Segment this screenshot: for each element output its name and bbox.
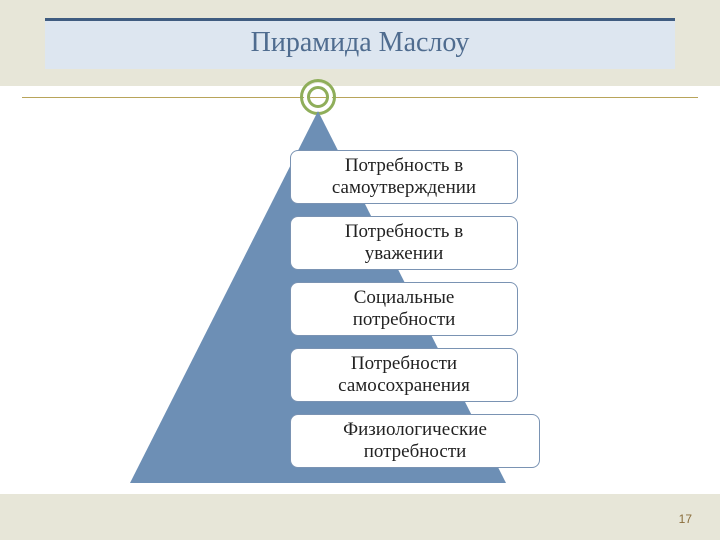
bg-bottom-band xyxy=(0,494,720,540)
page-number: 17 xyxy=(679,512,692,526)
need-box: Потребности самосохранения xyxy=(290,348,518,402)
slide: Пирамида Маслоу Потребность в самоутверж… xyxy=(0,0,720,540)
divider-line xyxy=(22,97,698,98)
need-box: Потребность в самоутверждении xyxy=(290,150,518,204)
title-box: Пирамида Маслоу xyxy=(45,18,675,69)
need-box: Потребность в уважении xyxy=(290,216,518,270)
ring-ornament-inner xyxy=(307,86,329,108)
slide-title: Пирамида Маслоу xyxy=(45,27,675,59)
need-box: Физиологические потребности xyxy=(290,414,540,468)
need-box: Социальные потребности xyxy=(290,282,518,336)
needs-list: Потребность в самоутверждении Потребность… xyxy=(290,150,540,468)
